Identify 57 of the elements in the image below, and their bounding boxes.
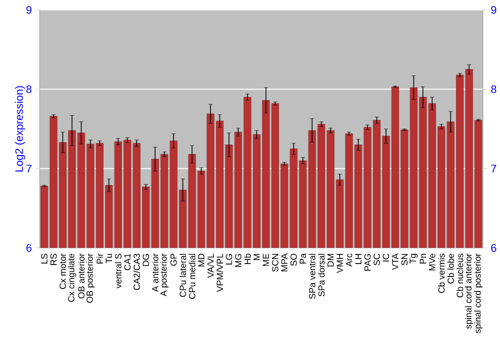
x-tick-label: CPu medial: [188, 254, 196, 299]
x-tick-label: Cb vermis: [438, 254, 445, 293]
x-tick-label: Cx motor: [60, 253, 66, 289]
x-tick-label: Cb lobe: [447, 254, 454, 284]
x-tick-label: OB posterior: [86, 253, 95, 303]
x-tick-label: LG: [226, 254, 232, 264]
x-tick-label: SPa dorsal: [318, 254, 325, 296]
y-tick-label: 6: [26, 244, 32, 252]
x-tick-label: Cx cingulate: [68, 254, 76, 302]
x-tick-label: MVe: [429, 254, 436, 270]
x-tick-label: Tu: [106, 254, 112, 264]
x-tick-label: DM: [328, 254, 334, 266]
x-tick-label: A posterior: [160, 253, 168, 296]
y-axis-title: Log2 (expression): [14, 86, 26, 172]
x-tick-label: IC: [382, 254, 390, 262]
y2-tick-label: 6: [491, 244, 496, 252]
x-tick-label: Arc: [346, 254, 352, 267]
y2-tick-label: 9: [491, 6, 496, 14]
x-tick-label: SO: [290, 254, 297, 266]
x-tick-label: ME: [262, 254, 269, 266]
x-tick-label: VTA: [392, 253, 398, 270]
x-tick-label: LH: [355, 254, 362, 264]
x-tick-label: SCN: [272, 254, 278, 272]
x-tick-label: Pir: [96, 253, 103, 264]
x-tick-label: Cb nucleus: [456, 254, 464, 298]
x-tick-label: CA2/CA3: [133, 254, 140, 290]
x-tick-label: VA/VL: [207, 254, 214, 278]
x-tick-label: SN: [401, 254, 408, 266]
x-tick-label: RS: [50, 254, 57, 265]
x-tick-label: CPu lateral: [180, 254, 186, 297]
x-tick-label: A anterior: [152, 253, 158, 292]
x-tick-label: ventral S: [114, 254, 122, 288]
x-tick-label: MD: [198, 254, 204, 266]
x-tick-label: Pn: [420, 254, 426, 264]
x-tick-label: GP: [170, 254, 177, 266]
y2-tick-label: 7: [491, 164, 496, 172]
y-tick-label: 8: [26, 85, 32, 94]
x-tick-label: MPA: [281, 253, 288, 272]
x-tick-label: Hb: [244, 254, 251, 264]
y-tick-label: 9: [26, 6, 32, 14]
x-tick-label: OB anterior: [78, 253, 84, 298]
x-tick-label: PAG: [364, 254, 371, 271]
x-tick-label: M: [254, 254, 260, 260]
x-tick-label: LS: [41, 254, 48, 264]
x-tick-label: VMH: [336, 254, 343, 273]
x-tick-label: spinal cord posterior: [474, 253, 482, 334]
x-tick-label: Pa: [300, 253, 306, 264]
y2-tick-label: 8: [491, 85, 496, 94]
x-tick-label: SPa ventral: [308, 254, 316, 299]
x-tick-label: DG: [142, 254, 150, 266]
x-tick-label: VPM/VPL: [216, 254, 224, 292]
x-tick-label: SC: [374, 254, 380, 266]
x-tick-label: spinal cord anterior: [464, 253, 474, 329]
x-tick-label: CA1: [124, 254, 131, 270]
x-tick-label: Tg: [410, 254, 418, 264]
x-tick-label: MG: [235, 254, 242, 267]
y-tick-label: 7: [26, 164, 32, 172]
